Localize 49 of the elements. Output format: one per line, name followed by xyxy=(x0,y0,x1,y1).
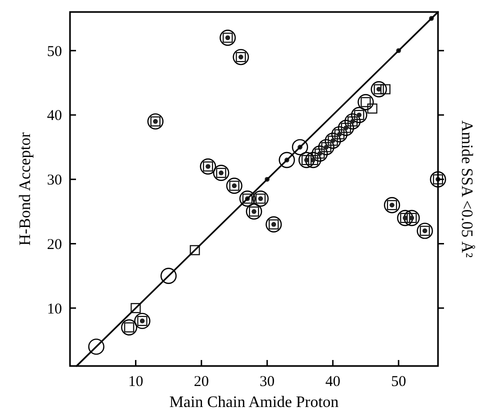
point xyxy=(266,216,282,232)
x-tick-label: 10 xyxy=(128,374,144,390)
point xyxy=(147,113,164,130)
x-tick-label: 30 xyxy=(260,374,275,390)
point xyxy=(324,132,341,149)
point xyxy=(220,30,236,46)
point xyxy=(351,106,368,124)
point xyxy=(338,120,354,136)
point xyxy=(430,171,446,188)
point xyxy=(134,312,150,330)
x-tick-label: 20 xyxy=(194,374,209,390)
point xyxy=(358,94,374,110)
point xyxy=(344,113,361,130)
y-tick-label: 30 xyxy=(47,172,62,189)
y-tick-label: 10 xyxy=(47,301,62,318)
point xyxy=(370,81,387,98)
point xyxy=(160,268,177,284)
point xyxy=(200,158,216,175)
point xyxy=(318,139,334,156)
point xyxy=(239,190,256,207)
point xyxy=(380,84,390,94)
point xyxy=(305,152,322,168)
point xyxy=(278,152,295,168)
point xyxy=(298,152,315,168)
point xyxy=(246,203,262,220)
x-axis-title: Main Chain Amide Proton xyxy=(169,394,339,411)
y-tick-label: 40 xyxy=(47,108,62,124)
point xyxy=(331,126,348,142)
point xyxy=(367,103,378,114)
x-tick-label: 40 xyxy=(325,374,340,390)
y-tick-label: 20 xyxy=(47,236,62,253)
point xyxy=(252,190,269,207)
point xyxy=(130,303,141,314)
point xyxy=(190,245,200,256)
point xyxy=(397,210,414,226)
point xyxy=(292,139,308,156)
point xyxy=(384,196,400,214)
point xyxy=(416,222,433,239)
x-tick-label: 50 xyxy=(391,374,406,390)
point xyxy=(232,48,249,66)
point xyxy=(404,210,420,226)
y2-axis-title: Amide SSA <0.05 Å² xyxy=(458,120,476,258)
y-axis-title: H-Bond Acceptor xyxy=(17,132,34,246)
point xyxy=(213,164,230,182)
point xyxy=(88,338,104,355)
y-tick-label: 50 xyxy=(47,44,62,60)
point xyxy=(121,319,138,336)
point xyxy=(312,146,328,162)
point xyxy=(226,178,242,194)
